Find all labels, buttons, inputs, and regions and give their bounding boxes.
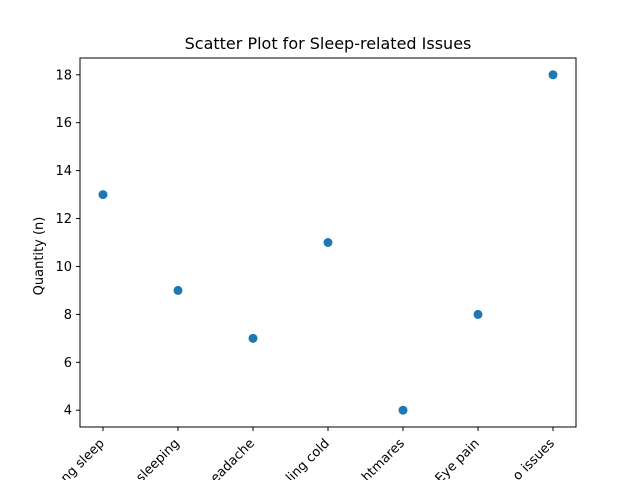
plot-frame xyxy=(79,57,577,428)
y-tick-label: 18 xyxy=(55,68,72,83)
y-tick-label: 8 xyxy=(64,308,72,323)
x-axis-ticks: ng sleep sleeping eadache ling cold htmares E… xyxy=(58,427,558,480)
y-tick-label: 12 xyxy=(55,212,72,227)
scatter-points xyxy=(98,70,558,415)
scatter-point xyxy=(323,238,333,247)
x-tick-label: ling cold xyxy=(283,436,332,480)
y-tick-label: 6 xyxy=(64,356,72,371)
x-tick-label: ng sleep xyxy=(58,436,108,480)
y-tick-label: 10 xyxy=(55,260,72,275)
y-axis-label: Quantity (n) xyxy=(32,217,47,296)
x-tick-label: eadache xyxy=(208,436,258,480)
y-axis-ticks: 4 6 8 10 12 14 16 18 xyxy=(55,68,80,419)
x-tick-label: o issues xyxy=(510,436,558,480)
scatter-point xyxy=(173,285,183,295)
chart-title: Scatter Plot for Sleep-related Issues xyxy=(185,34,472,53)
y-tick-label: 16 xyxy=(55,116,72,131)
y-tick-label: 4 xyxy=(64,404,72,419)
x-tick-label: sleeping xyxy=(134,436,183,480)
scatter-point xyxy=(398,405,408,415)
y-tick-label: 14 xyxy=(55,164,72,179)
x-tick-label: Eye pain xyxy=(433,436,483,480)
scatter-point xyxy=(98,190,108,200)
scatter-point xyxy=(248,333,258,343)
scatter-point xyxy=(473,309,483,319)
scatter-point xyxy=(548,70,558,80)
x-tick-label: htmares xyxy=(359,436,408,480)
